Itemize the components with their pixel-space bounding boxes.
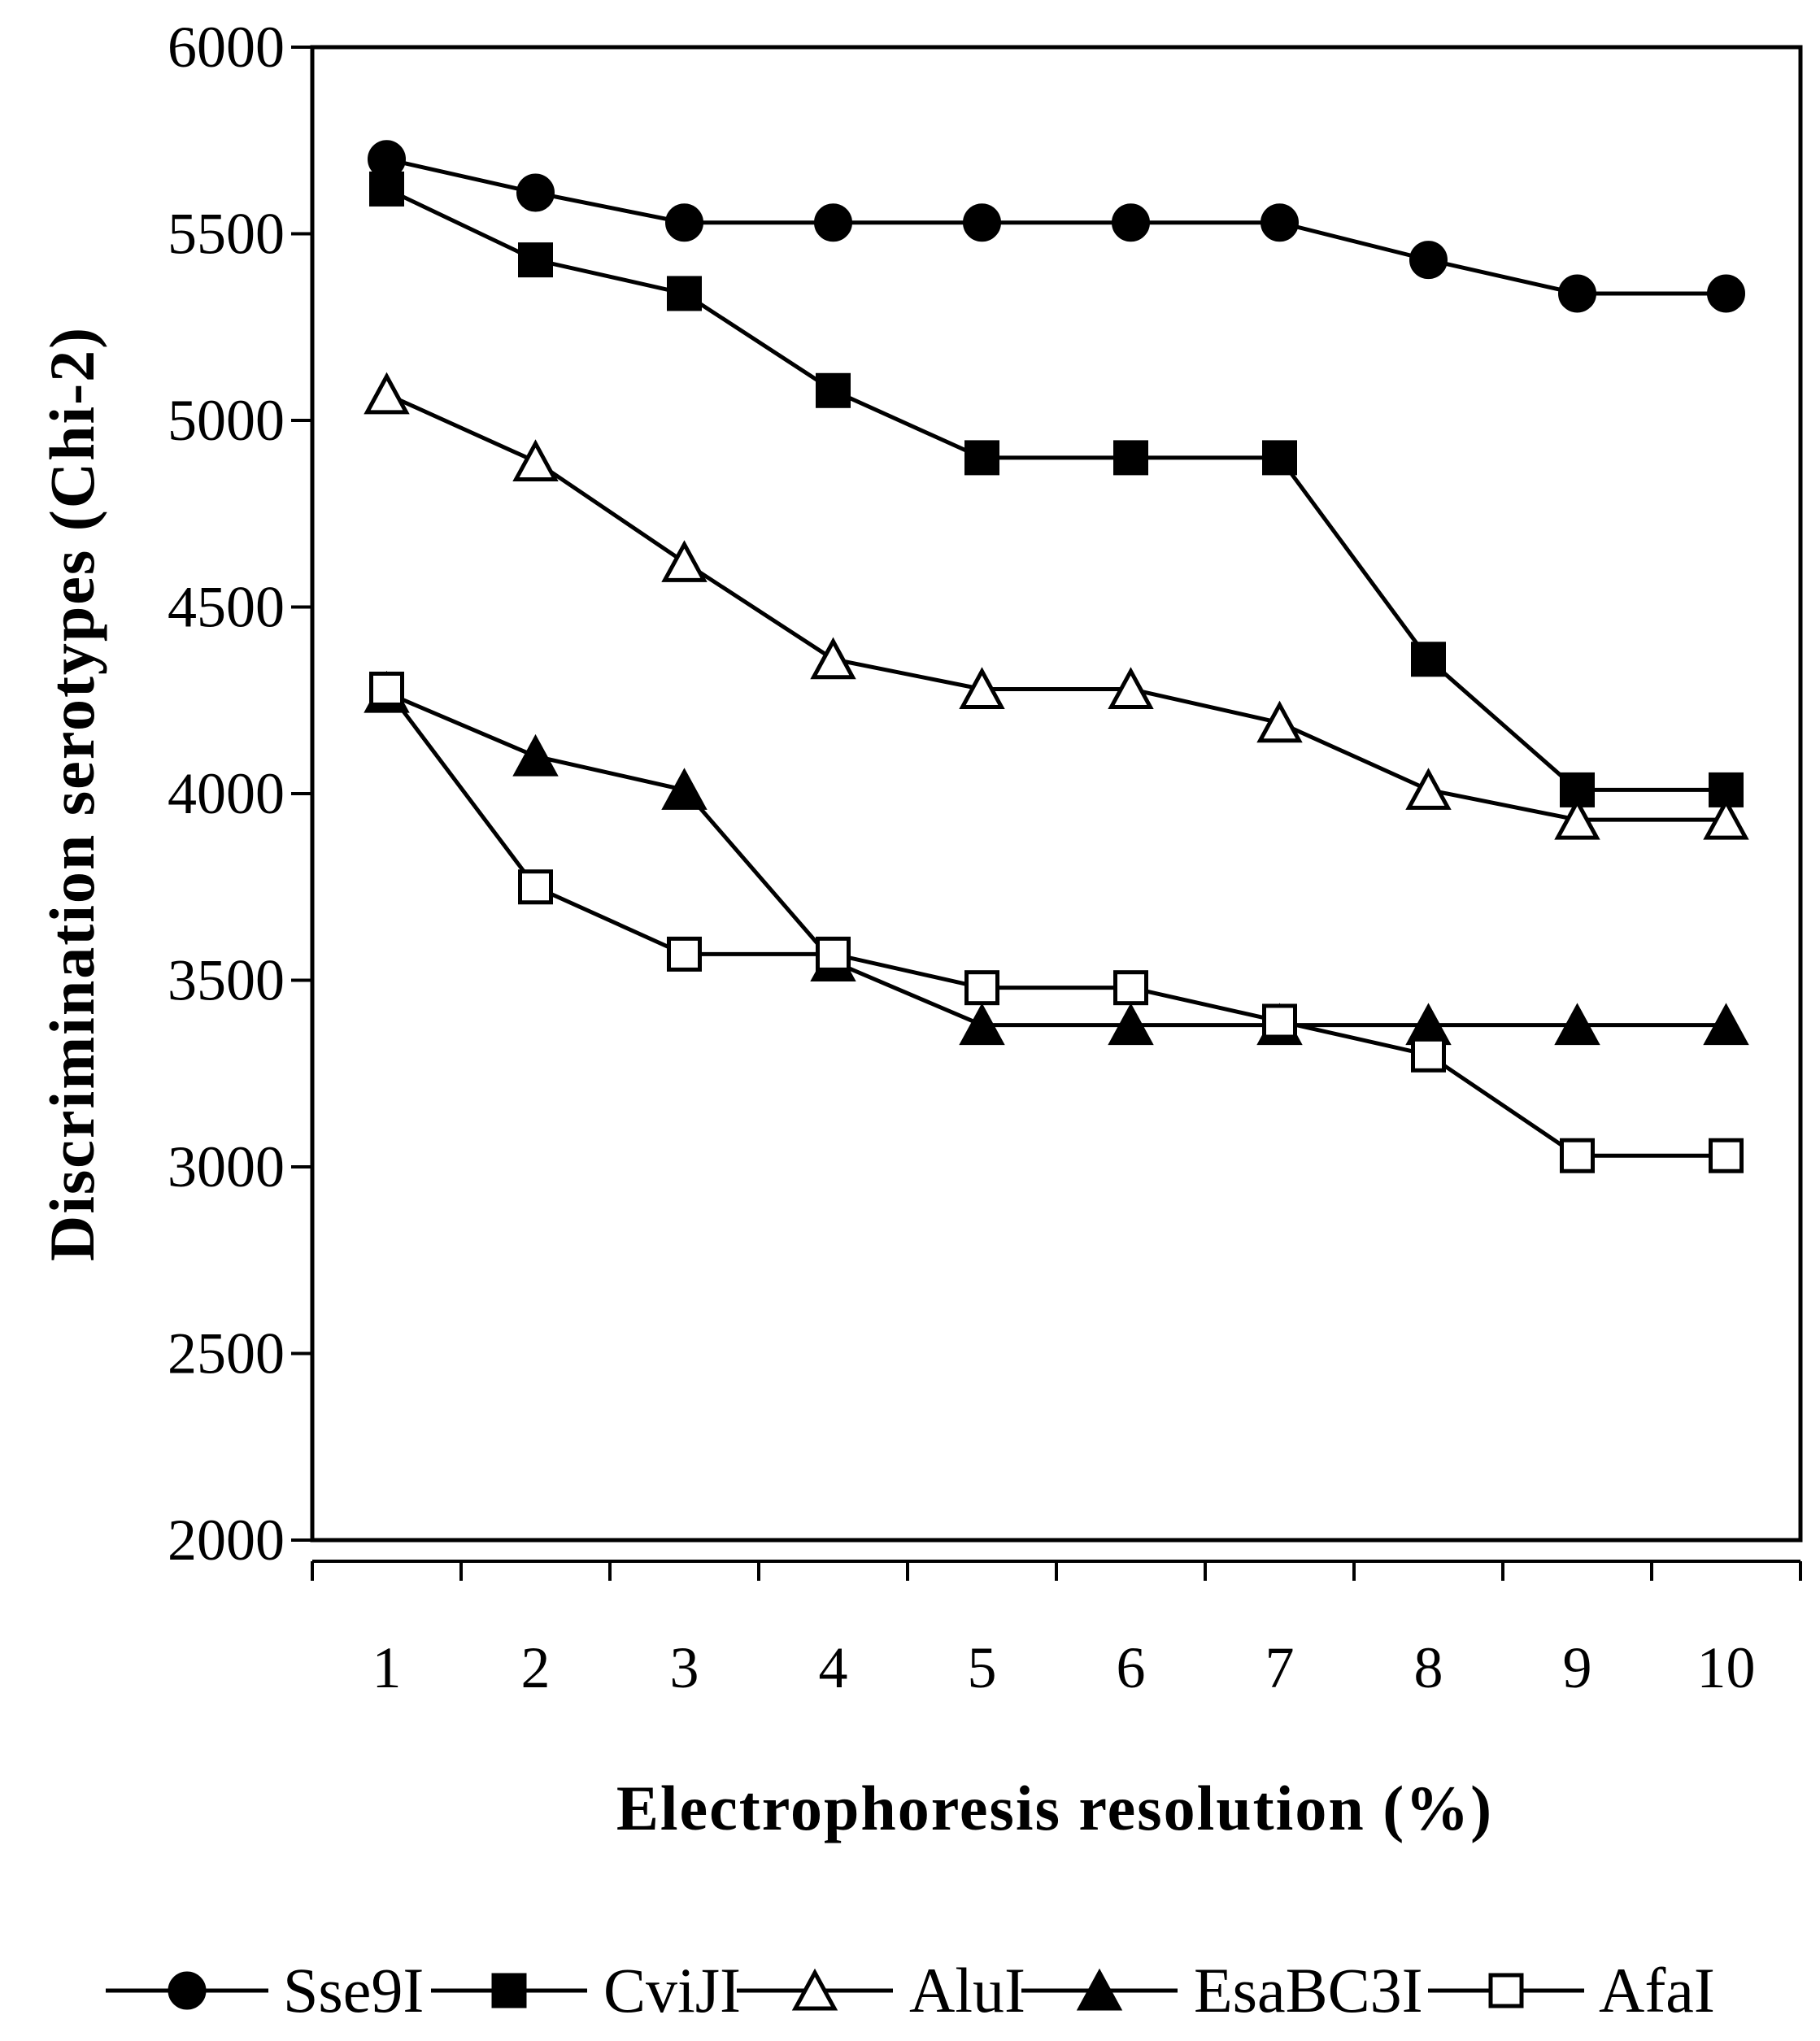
data-point-alui xyxy=(1703,797,1749,840)
data-point-afai xyxy=(816,936,851,972)
x-axis: 1 2 3 4 5 6 7 8 9 10 xyxy=(311,1560,1802,1700)
legend-label-afai: AfaI xyxy=(1599,1955,1715,2026)
data-point-esabc3i xyxy=(1703,1003,1749,1046)
y-tick-label: 3000 xyxy=(168,1134,285,1199)
data-point-esabc3i xyxy=(661,768,708,810)
data-point-afai xyxy=(1411,1037,1446,1073)
x-tick-label: 7 xyxy=(1265,1635,1295,1700)
legend-marker-esabc3i xyxy=(1076,1968,1123,2011)
x-tick-label: 10 xyxy=(1697,1635,1756,1700)
data-point-afai xyxy=(964,970,999,1006)
data-point-cviji xyxy=(369,171,404,207)
legend-marker-afai xyxy=(1488,1973,1524,2008)
x-tick-label: 6 xyxy=(1117,1635,1146,1700)
y-tick-label: 5500 xyxy=(168,202,285,267)
data-point-alui xyxy=(810,637,856,680)
data-point-afai xyxy=(667,936,702,972)
x-tick-label: 3 xyxy=(670,1635,699,1700)
data-point-sse9i xyxy=(1707,274,1745,313)
data-point-sse9i xyxy=(1409,241,1448,280)
data-point-sse9i xyxy=(1112,203,1150,242)
y-axis-title: Discrimination serotypes (Chi-2) xyxy=(37,326,107,1261)
y-axis: 2000 2500 3000 3500 4000 4500 5000 5500 6000 xyxy=(168,15,312,1573)
data-point-alui xyxy=(1554,797,1600,840)
legend: Sse9I CviJI AluI EsaBC3I AfaI xyxy=(106,1955,1715,2026)
data-point-cviji xyxy=(518,242,553,278)
data-point-alui xyxy=(661,540,708,582)
data-point-sse9i xyxy=(665,203,703,242)
data-point-sse9i xyxy=(814,203,852,242)
data-point-alui xyxy=(364,372,410,415)
legend-marker-sse9i xyxy=(168,1971,207,2010)
data-point-esabc3i xyxy=(959,1003,1005,1046)
data-point-alui xyxy=(512,439,559,481)
data-point-cviji xyxy=(1262,440,1297,476)
data-point-esabc3i xyxy=(1108,1003,1154,1046)
x-tick-label: 4 xyxy=(819,1635,848,1700)
series-line-esabc3i xyxy=(385,690,1726,1028)
y-tick-label: 4500 xyxy=(168,575,285,640)
y-tick-label: 3500 xyxy=(168,948,285,1013)
series-line-afai xyxy=(385,687,1726,1158)
x-tick-label: 8 xyxy=(1414,1635,1443,1700)
x-tick-label: 5 xyxy=(968,1635,997,1700)
y-tick-label: 6000 xyxy=(168,15,285,80)
x-tick-label: 1 xyxy=(372,1635,402,1700)
data-point-afai xyxy=(1560,1138,1595,1173)
data-point-alui xyxy=(959,667,1005,709)
x-tick-label: 2 xyxy=(521,1635,551,1700)
legend-label-sse9i: Sse9I xyxy=(283,1955,424,2026)
data-point-cviji xyxy=(1113,440,1148,476)
data-point-sse9i xyxy=(368,140,406,179)
data-point-afai xyxy=(369,671,404,707)
y-tick-label: 5000 xyxy=(168,388,285,453)
series-line-sse9i xyxy=(385,157,1726,296)
data-point-sse9i xyxy=(1261,203,1299,242)
data-point-cviji xyxy=(667,276,702,311)
data-point-esabc3i xyxy=(1554,1003,1600,1046)
data-point-afai xyxy=(1262,1003,1297,1039)
legend-label-cviji: CviJI xyxy=(603,1955,741,2026)
data-point-alui xyxy=(1256,700,1303,743)
y-tick-label: 2000 xyxy=(168,1508,285,1573)
series-line-alui xyxy=(385,392,1726,822)
data-point-afai xyxy=(1709,1138,1744,1173)
legend-label-esabc3i: EsaBC3I xyxy=(1194,1955,1423,2026)
data-point-afai xyxy=(1113,970,1148,1006)
data-point-esabc3i xyxy=(512,733,559,777)
series-line-cviji xyxy=(385,187,1726,792)
data-point-sse9i xyxy=(516,173,555,212)
data-point-cviji xyxy=(1411,642,1446,677)
data-point-alui xyxy=(1405,768,1452,810)
data-point-alui xyxy=(1108,667,1154,709)
x-axis-title: Electrophoresis resolution (%) xyxy=(616,1773,1493,1843)
legend-marker-cviji xyxy=(491,1973,527,2008)
legend-marker-alui xyxy=(791,1968,838,2011)
series-group xyxy=(364,140,1749,1173)
data-point-sse9i xyxy=(963,203,1001,242)
y-tick-label: 4000 xyxy=(168,761,285,826)
data-point-cviji xyxy=(964,440,999,476)
x-tick-label: 9 xyxy=(1563,1635,1592,1700)
data-point-cviji xyxy=(816,372,851,408)
data-point-sse9i xyxy=(1558,274,1596,313)
y-tick-label: 2500 xyxy=(168,1321,285,1386)
legend-label-alui: AluI xyxy=(909,1955,1025,2026)
data-point-afai xyxy=(518,869,553,905)
